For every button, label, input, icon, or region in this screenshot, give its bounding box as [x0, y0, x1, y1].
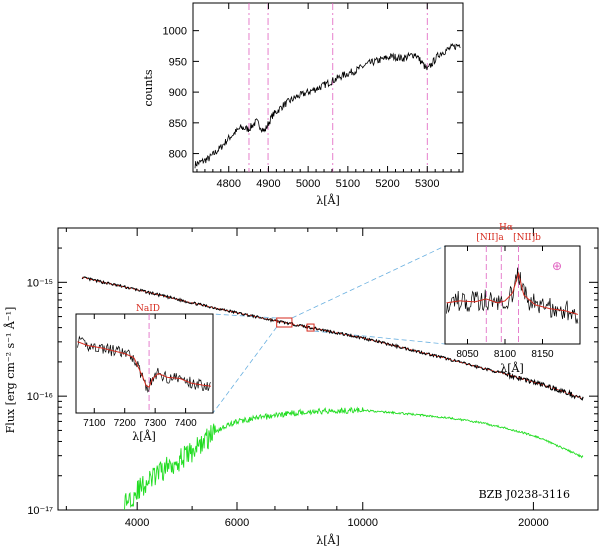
- inset-right-x-tick-label-2: 8150: [531, 349, 554, 360]
- zoom-connector-2: [291, 245, 446, 319]
- nii-a-label: [NII]a: [476, 233, 504, 243]
- telluric-icon: ⊕: [552, 259, 562, 273]
- main-y-label: Flux [erg cm⁻² s⁻¹ Å⁻¹]: [3, 307, 17, 434]
- inset-right-frame: [444, 245, 581, 345]
- main-y-tick-label-1: 10⁻¹⁶: [27, 391, 53, 403]
- inset-left-model-line: [77, 341, 211, 388]
- object-label: BZB J0238-3116: [479, 488, 570, 501]
- zoom-connector-3: [314, 330, 446, 345]
- naid-label: NaID: [136, 304, 160, 314]
- main-x-tick-label-3: 20000: [518, 517, 549, 529]
- zoom-boxes: [276, 317, 315, 332]
- top-x-tick-label-5: 5300: [415, 178, 439, 190]
- main-panel-frame: [57, 227, 599, 511]
- top-y-tick-label-0: 800: [169, 149, 187, 161]
- inset-right-x-ticks: 8050 8100 8150: [456, 246, 554, 360]
- zoom-connector-1: [212, 326, 278, 414]
- inset-right-x-tick-label-0: 8050: [456, 349, 479, 360]
- main-y-tick-label-0: 10⁻¹⁵: [27, 277, 53, 289]
- main-y-ticks: 10⁻¹⁵ 10⁻¹⁶ 10⁻¹⁷: [27, 247, 598, 517]
- inset-right-spectrum-line: [446, 267, 579, 324]
- inset-right: 8050 8100 8150 [NII]a Hα [NII]b ⊕ λ[Å]: [444, 223, 581, 375]
- zoom-connector-lines: [212, 245, 446, 414]
- inset-left: 7100 7200 7300 7400 NaID λ[Å]: [75, 304, 214, 443]
- host-galaxy-line: [124, 406, 584, 511]
- top-panel-frame: [192, 2, 464, 173]
- zoom-box-1: [306, 323, 315, 332]
- inset-right-x-tick-label-1: 8100: [494, 349, 517, 360]
- top-marker-lines: [248, 3, 428, 172]
- inset-left-x-tick-label-1: 7200: [114, 418, 137, 429]
- top-y-tick-label-2: 900: [169, 87, 187, 99]
- top-panel: 4800 4900 5000 5100 5200 5300 800 850 900 950 100…: [142, 2, 464, 207]
- main-panel: 4000 6000 10000 20000 10⁻¹⁵ 10⁻¹⁶ 10⁻¹⁷ Flux …: [3, 227, 599, 547]
- inset-left-x-ticks: 7100 7200 7300 7400: [83, 314, 197, 429]
- inset-left-x-tick-label-3: 7400: [174, 418, 197, 429]
- top-x-tick-label-1: 4900: [256, 178, 280, 190]
- main-x-ticks: 4000 6000 10000 20000: [65, 228, 549, 529]
- model-fit-line: [82, 277, 584, 399]
- main-x-tick-label-2: 10000: [347, 517, 378, 529]
- top-y-tick-label-1: 850: [169, 118, 187, 130]
- main-y-tick-label-2: 10⁻¹⁷: [27, 505, 53, 517]
- main-x-tick-label-0: 4000: [125, 517, 149, 529]
- top-spectrum-line: [194, 42, 461, 169]
- top-x-ticks: 4800 4900 5000 5100 5200 5300: [196, 3, 460, 190]
- top-y-ticks: 800 850 900 950 1000: [163, 26, 463, 161]
- nii-b-label: [NII]b: [513, 233, 541, 243]
- zoom-connector-0: [212, 313, 277, 319]
- main-x-label: λ[Å]: [316, 533, 340, 547]
- inset-left-x-label: λ[Å]: [132, 429, 156, 443]
- inset-left-x-tick-label-0: 7100: [83, 418, 106, 429]
- top-y-tick-label-4: 1000: [163, 26, 187, 38]
- inset-left-frame: [75, 313, 214, 414]
- top-y-tick-label-3: 950: [169, 56, 187, 68]
- top-x-tick-label-4: 5200: [375, 178, 399, 190]
- top-y-label: counts: [142, 69, 155, 106]
- main-x-tick-label-1: 6000: [225, 517, 249, 529]
- inset-right-x-label: λ[Å]: [500, 361, 524, 375]
- top-x-tick-label-0: 4800: [216, 178, 240, 190]
- halpha-label: Hα: [499, 223, 513, 233]
- top-x-label: λ[Å]: [316, 193, 340, 207]
- top-x-tick-label-3: 5100: [336, 178, 360, 190]
- inset-left-x-tick-label-2: 7300: [144, 418, 167, 429]
- inset-right-marker-lines: [485, 246, 519, 344]
- inset-right-model-line: [446, 271, 579, 315]
- top-x-tick-label-2: 5000: [296, 178, 320, 190]
- zoom-box-0: [276, 317, 293, 328]
